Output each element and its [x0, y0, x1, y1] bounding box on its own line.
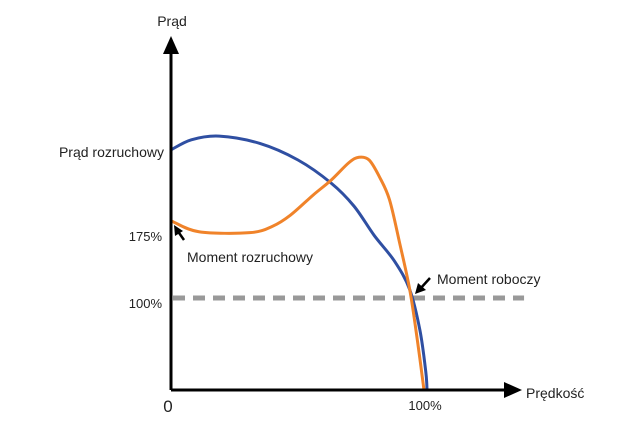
- y-tick-starting-current: Prąd rozruchowy: [59, 144, 164, 160]
- annotation-starting-torque: Moment rozruchowy: [187, 249, 313, 265]
- x-axis-arrow-icon: [504, 382, 522, 398]
- series-torque-line: [170, 155, 426, 391]
- arrow-starting-torque-icon: [174, 225, 186, 241]
- series-current-line: [170, 134, 429, 391]
- y-tick-100: 100%: [129, 296, 163, 311]
- x-tick-0: 0: [163, 397, 172, 416]
- arrow-operating-torque-icon: [415, 277, 431, 294]
- y-tick-175: 175%: [129, 229, 163, 244]
- x-tick-100: 100%: [408, 398, 442, 413]
- y-axis-arrow-icon: [163, 36, 179, 54]
- y-axis-label: Prąd: [157, 13, 187, 29]
- x-axis-label: Prędkość: [526, 385, 584, 401]
- annotation-operating-torque: Moment roboczy: [437, 271, 540, 287]
